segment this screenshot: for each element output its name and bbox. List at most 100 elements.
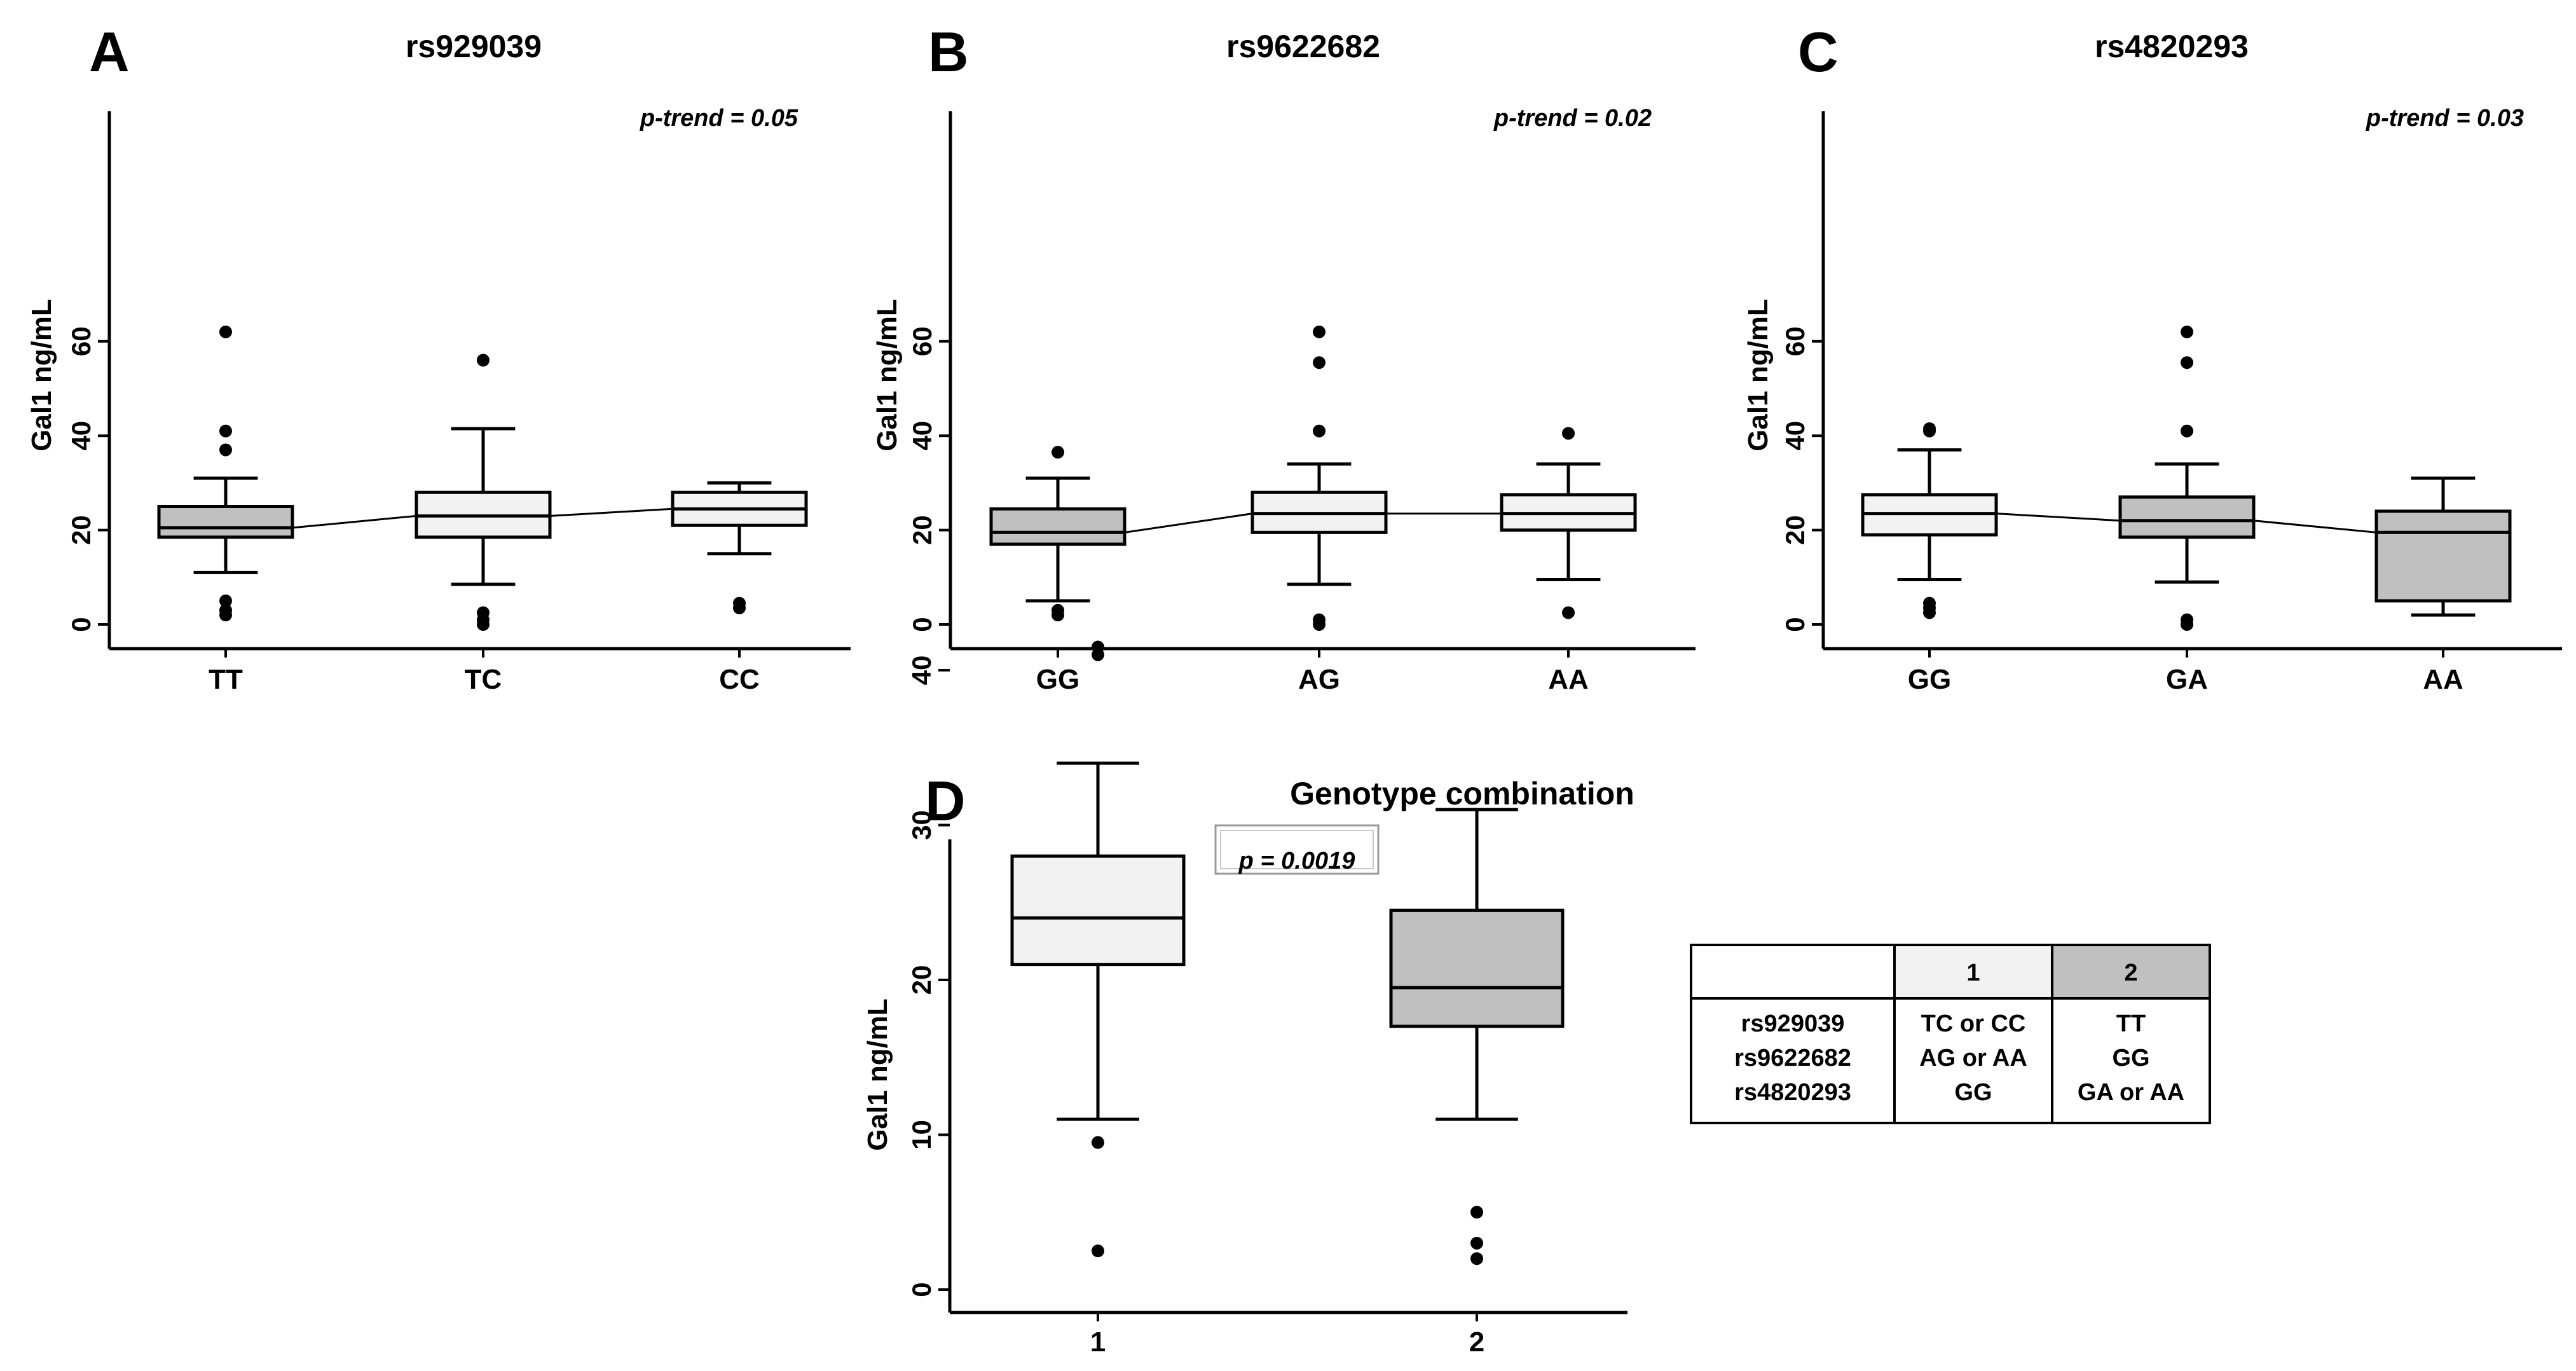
y-axis-label: Gal1 ng/mL	[862, 998, 893, 1151]
x-tick-label: GG	[1908, 664, 1951, 695]
p-trend-label: p-trend = 0.03	[2366, 105, 2524, 132]
outlier-point	[1313, 424, 1326, 437]
box-1: 1	[1010, 640, 1186, 1358]
outlier-point	[219, 443, 232, 457]
x-tick-label: TT	[209, 664, 243, 695]
box-aa: AA	[1500, 427, 1637, 695]
outlier-point	[1052, 609, 1064, 622]
median-trend-line	[549, 507, 673, 517]
outlier-point	[219, 609, 232, 622]
box-tt: TT	[157, 325, 294, 695]
y-axis-label: Gal1 ng/mL	[1743, 299, 1774, 451]
outlier-point	[1923, 424, 1936, 437]
outlier-point	[1092, 1136, 1104, 1149]
legend-group2-genotype: GG	[2112, 1045, 2149, 1071]
outlier-point	[1313, 618, 1326, 631]
box-tc: TC	[414, 354, 552, 695]
outlier-point	[219, 594, 232, 607]
legend-group1-genotype: AG or AA	[1919, 1045, 2027, 1071]
iqr-box	[1389, 908, 1565, 1028]
panel-d: D Genotype combination p = 0.0019 Gal1 ng/m…	[862, 640, 1634, 1358]
legend-frame	[1690, 944, 2211, 1124]
outlier-point	[2181, 424, 2193, 437]
y-axis-label: Gal1 ng/mL	[872, 299, 903, 451]
p-value-label: p = 0.0019	[1238, 848, 1355, 874]
outlier-point	[1923, 606, 1936, 619]
box-ga: GA	[2118, 325, 2256, 695]
chart-title: Genotype combination	[1290, 776, 1634, 811]
y-tick-label: 60	[907, 326, 937, 356]
panel-letter: C	[1798, 20, 1839, 83]
y-tick-label: 0	[66, 617, 96, 631]
outlier-point	[1470, 1206, 1483, 1219]
legend-group1-genotype: TC or CC	[1921, 1010, 2026, 1037]
iqr-box	[2374, 509, 2512, 603]
x-tick-label: 1	[1090, 1326, 1106, 1358]
outlier-point	[477, 354, 490, 367]
x-tick-label: CC	[719, 664, 760, 695]
p-trend-label: p-trend = 0.05	[640, 105, 798, 132]
box-cc: CC	[671, 481, 808, 695]
y-tick-label: 40	[66, 421, 96, 451]
legend-col-header: 1	[1966, 960, 1980, 986]
outlier-point	[1562, 427, 1575, 440]
y-tick-label: 20	[907, 515, 937, 545]
chart-title: rs9622682	[1226, 29, 1380, 64]
chart-title: rs929039	[406, 29, 542, 64]
box-2: 2	[1389, 808, 1565, 1358]
outlier-point	[1313, 325, 1326, 338]
outlier-point	[1052, 446, 1064, 459]
outlier-point	[219, 424, 232, 437]
x-tick-label: AA	[1548, 664, 1589, 695]
box-gg: GG	[1861, 422, 1998, 695]
x-tick-label: TC	[465, 664, 502, 695]
y-tick-label: 20	[1780, 515, 1810, 545]
p-value-box	[1214, 824, 1380, 875]
box-aa: AA	[2374, 476, 2512, 695]
outlier-point	[477, 618, 490, 631]
legend-group2-genotype: TT	[2116, 1010, 2146, 1037]
y-tick-label: 60	[66, 326, 96, 356]
legend-group1-genotype: GG	[1954, 1079, 1992, 1106]
y-tick-label: 0	[907, 617, 937, 631]
outlier-point	[219, 325, 232, 338]
p-value-box-inner	[1220, 830, 1374, 869]
median-trend-line	[1124, 513, 1253, 534]
x-tick-label: AA	[2423, 664, 2463, 695]
x-tick-label: GG	[1036, 664, 1079, 695]
y-tick-label: 0	[907, 1282, 936, 1297]
y-tick-label: 20	[66, 515, 96, 545]
y-axis-label: Gal1 ng/mL	[26, 299, 57, 451]
legend-snp-name: rs4820293	[1734, 1079, 1851, 1106]
y-tick-label: 60	[1780, 326, 1810, 356]
y-tick-label: 30	[907, 810, 936, 840]
y-tick-label: 40	[1780, 421, 1810, 451]
genotype-legend-table: 1 2 rs929039 TC or CC TT rs9622682 AG or AA GG r…	[1690, 944, 2211, 1124]
outlier-point	[1470, 1252, 1483, 1265]
box-ag: AG	[1250, 325, 1388, 695]
x-tick-label: AG	[1298, 664, 1340, 695]
panel-letter: B	[928, 20, 969, 83]
iqr-box	[2118, 495, 2256, 539]
outlier-point	[2181, 618, 2193, 631]
y-tick-label: 40	[907, 421, 937, 451]
p-trend-label: p-trend = 0.02	[1493, 105, 1652, 132]
median-trend-line	[292, 514, 417, 529]
iqr-box	[989, 507, 1127, 546]
legend-group2-genotype: GA or AA	[2078, 1079, 2184, 1106]
x-tick-label: 2	[1469, 1326, 1484, 1358]
chart-title: rs4820293	[2095, 29, 2249, 64]
outlier-point	[1092, 1244, 1104, 1258]
outlier-point	[1313, 356, 1326, 369]
box-gg: GG	[989, 446, 1127, 695]
outlier-point	[2181, 356, 2193, 369]
panel-letter: D	[925, 769, 966, 832]
median-trend-line	[1996, 513, 2121, 522]
outlier-point	[1562, 606, 1575, 619]
iqr-box	[1010, 854, 1186, 967]
outlier-point	[1092, 648, 1104, 661]
